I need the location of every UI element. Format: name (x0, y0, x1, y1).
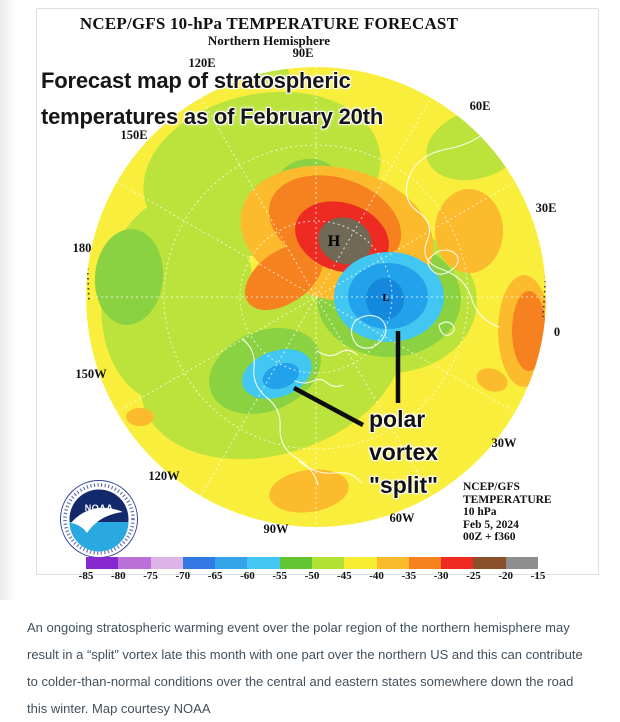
colorbar-segment (344, 557, 377, 569)
warm-anomaly-core (318, 217, 372, 265)
colorbar-segment (408, 557, 442, 569)
map-ring-label: 60E (470, 99, 491, 113)
colorbar-tick: -50 (304, 570, 320, 582)
noaa-gull-icon (71, 507, 123, 533)
map-ring-labels: 90E 120E 60E 150E 30E 180 0 150W 30W 120W 90W 60W (73, 46, 561, 536)
colorbar-segment (118, 557, 151, 569)
polar-vortex-main (334, 252, 444, 342)
title-block: NCEP/GFS 10-hPa TEMPERATURE FORECAST Nor… (37, 14, 501, 48)
annotation-forecast-date: Forecast map of stratospheric temperatur… (41, 68, 384, 129)
map-ring-label: 120W (148, 469, 180, 483)
colorbar-segment (182, 557, 216, 569)
colorbar-segment (86, 557, 119, 569)
map-ring-label: 90E (293, 46, 314, 60)
colorbar-tick: -70 (175, 570, 191, 582)
colorbar-tick: -55 (272, 570, 288, 582)
colorbar-tick: -15 (530, 570, 546, 582)
colorbar-segment (215, 557, 248, 569)
colorbar-tick: -45 (336, 570, 352, 582)
article-caption: An ongoing stratospheric warming event o… (27, 620, 583, 716)
high-marker: H (328, 233, 341, 250)
map-ring-label: 90W (264, 522, 290, 536)
noaa-ring-text (63, 483, 135, 555)
map-ring-label: 150W (75, 367, 107, 381)
map-ring-label: 180 (73, 241, 92, 255)
colorbar-segment (247, 557, 280, 569)
colorbar-tick: -60 (240, 570, 255, 582)
coastlines (241, 126, 500, 486)
map-ring-label: 30W (492, 436, 518, 450)
colorbar-segment (441, 557, 474, 569)
forecast-legend-text: NCEP/GFS TEMPERATURE 10 hPa Feb 5, 2024 … (463, 481, 552, 543)
colorbar-segment (311, 557, 345, 569)
colorbar-segment (150, 557, 183, 569)
colorbar-ticks: -85 -80 -75 -70 -65 -60 -55 -50 -45 -40 -35 -30 -25 -… (79, 570, 546, 584)
annotation-polar-vortex-split: polar vortex "split" (369, 406, 439, 498)
noaa-logo-label: NOAA (85, 503, 114, 513)
map-ring-label: 120E (188, 56, 215, 70)
map-title: NCEP/GFS 10-hPa TEMPERATURE FORECAST (79, 14, 459, 33)
noaa-logo: NOAA (60, 480, 138, 558)
colorbar-tick: -25 (466, 570, 481, 582)
graticule (86, 67, 546, 527)
colorbar-segment (376, 557, 409, 569)
map-ring-label: 60W (390, 511, 416, 525)
colorbar-tick: -85 (78, 570, 94, 582)
colorbar-tick: -20 (498, 570, 514, 582)
colorbar-tick: -30 (433, 570, 449, 582)
map-ring-label: 0 (554, 325, 560, 339)
low-marker: L (382, 292, 389, 304)
page: { "card": { "title": "NCEP/GFS 10-hPa TE… (0, 0, 599, 716)
colorbar-tick: -80 (110, 570, 126, 582)
colorbar-segments (86, 557, 538, 569)
map-ring-label: 150E (120, 128, 147, 142)
forecast-map-figure: H L 90E 120E 60E 150E 30E 180 0 150W 30W 120W 90W 6… (36, 8, 599, 582)
temperature-map: H L 90E 120E 60E 150E 30E 180 0 150W 30W 120W 90W 6… (60, 46, 561, 558)
page-edge-shade (0, 0, 16, 600)
colorbar-tick: -40 (369, 570, 384, 582)
colorbar-tick: -75 (143, 570, 158, 582)
colorbar-segment (505, 557, 538, 569)
colorbar-segment (473, 557, 506, 569)
map-ring-label: 30E (536, 201, 557, 215)
polar-vortex-us-lobe (242, 349, 312, 399)
temperature-field (86, 67, 546, 527)
rim-ticks (86, 252, 546, 318)
colorbar-segment (279, 557, 312, 569)
colorbar-tick: -65 (207, 570, 223, 582)
map-subtitle: Northern Hemisphere (207, 33, 331, 48)
vortex-pointer-lines (292, 331, 401, 427)
colorbar-tick: -35 (401, 570, 417, 582)
